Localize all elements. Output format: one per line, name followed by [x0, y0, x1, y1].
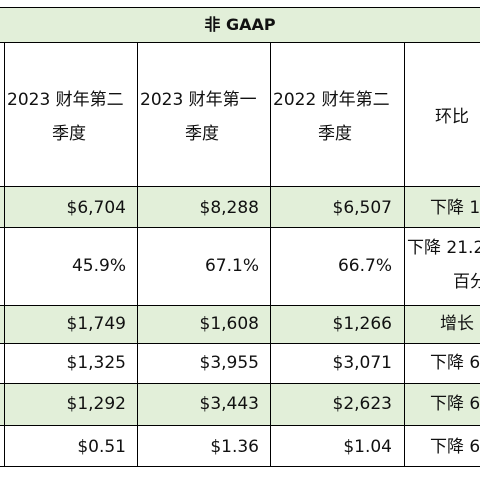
table-title: 非 GAAP — [204, 15, 276, 34]
header-col3-line1: 2022 财年第二 — [273, 90, 390, 110]
table-cell: $1,749 — [66, 314, 126, 334]
table-cell: $1,325 — [66, 353, 126, 373]
table-cell: $3,443 — [199, 394, 259, 414]
table-cell: 百分 — [453, 272, 480, 292]
header-col1-line2: 季度 — [52, 124, 86, 144]
header-col1-line1: 2023 财年第二 — [7, 90, 124, 110]
grid-line — [270, 42, 271, 467]
header-col2-line1: 2023 财年第一 — [140, 90, 257, 110]
grid-line — [0, 42, 480, 43]
grid-line — [0, 227, 480, 228]
table-cell: $1.04 — [343, 437, 392, 457]
grid-line — [0, 466, 480, 467]
grid-line — [0, 7, 480, 8]
row-band-5 — [0, 384, 480, 425]
table-cell: $2,623 — [332, 394, 392, 414]
table-cell: 下降 6 — [430, 394, 480, 414]
table-cell: $1,292 — [66, 394, 126, 414]
grid-line — [0, 186, 480, 187]
table-cell: 下降 1 — [430, 198, 480, 218]
grid-line — [0, 305, 480, 306]
table-cell: $1,266 — [332, 314, 392, 334]
table-cell: $3,955 — [199, 353, 259, 373]
table-cell: $8,288 — [199, 198, 259, 218]
table-cell: $1.36 — [210, 437, 259, 457]
table-cell: 67.1% — [204, 256, 259, 276]
grid-line — [0, 343, 480, 344]
row-band-3 — [0, 306, 480, 343]
grid-line — [0, 383, 480, 384]
table-cell: 66.7% — [337, 256, 392, 276]
table-cell: 下降 6 — [430, 353, 480, 373]
table-cell: 下降 21.2 — [407, 238, 480, 258]
header-col4: 环比 — [435, 107, 469, 127]
row-band-1 — [0, 187, 480, 227]
table-cell: 增长 — [440, 314, 474, 334]
table-cell: 45.9% — [71, 256, 126, 276]
title-band — [0, 7, 480, 43]
table-cell: $1,608 — [199, 314, 259, 334]
header-col3-line2: 季度 — [318, 124, 352, 144]
grid-line — [137, 42, 138, 467]
table-cell: $3,071 — [332, 353, 392, 373]
table-cell: 下降 6 — [430, 437, 480, 457]
grid-line — [0, 425, 480, 426]
grid-line — [4, 42, 5, 467]
grid-line — [404, 42, 405, 467]
header-col2-line2: 季度 — [185, 124, 219, 144]
table-cell: $0.51 — [77, 437, 126, 457]
table-cell: $6,507 — [332, 198, 392, 218]
table-cell: $6,704 — [66, 198, 126, 218]
